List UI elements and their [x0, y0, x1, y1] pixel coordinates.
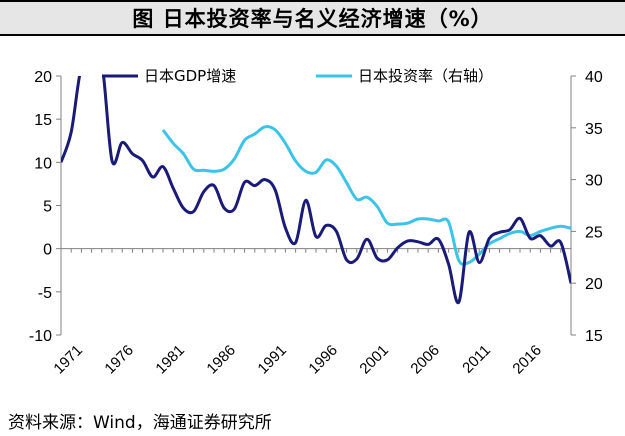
right-tick-label: 25 [585, 224, 603, 241]
axes: 20 15 10 5 0 -5 -10 40 35 30 25 20 15 1971 1976 1981 198… [29, 69, 603, 377]
x-tick-label: 2016 [509, 342, 545, 378]
series-lines [61, 76, 571, 305]
right-tick-label: 40 [585, 69, 603, 86]
x-tick-label: 1996 [305, 342, 341, 378]
x-tick-label: 2006 [407, 342, 443, 378]
legend: 日本GDP增速 日本投资率（右轴） [102, 67, 493, 85]
x-tick-label: 1986 [203, 342, 239, 378]
chart-title: 图 日本投资率与名义经济增速（%） [132, 7, 493, 31]
right-tick-label: 35 [585, 121, 603, 138]
left-tick-label: 5 [43, 199, 52, 216]
left-tick-label: 15 [34, 112, 52, 129]
left-tick-label: -10 [29, 328, 52, 345]
left-tick-label: 0 [43, 242, 52, 259]
x-tick-label: 1971 [50, 342, 86, 378]
legend-gdp-label: 日本GDP增速 [144, 67, 236, 85]
right-tick-label: 30 [585, 173, 603, 190]
source-note: 资料来源：Wind，海通证券研究所 [8, 413, 272, 433]
left-tick-label: -5 [38, 285, 52, 302]
legend-investment-label: 日本投资率（右轴） [358, 67, 493, 85]
x-tick-label: 2001 [356, 342, 392, 378]
x-tick-label: 1976 [101, 342, 137, 378]
gdp-growth-line [61, 76, 571, 305]
left-tick-label: 10 [34, 155, 52, 172]
right-tick-label: 20 [585, 276, 603, 293]
investment-rate-line [161, 125, 571, 266]
x-tick-label: 2011 [459, 342, 494, 377]
left-tick-label: 20 [34, 69, 52, 86]
title-bar: 图 日本投资率与名义经济增速（%） [0, 0, 625, 36]
chart-svg: 20 15 10 5 0 -5 -10 40 35 30 25 20 15 1971 1976 1981 198… [29, 67, 603, 377]
x-tick-label: 1981 [152, 342, 188, 378]
right-tick-label: 15 [585, 328, 603, 345]
x-tick-label: 1991 [254, 342, 290, 378]
